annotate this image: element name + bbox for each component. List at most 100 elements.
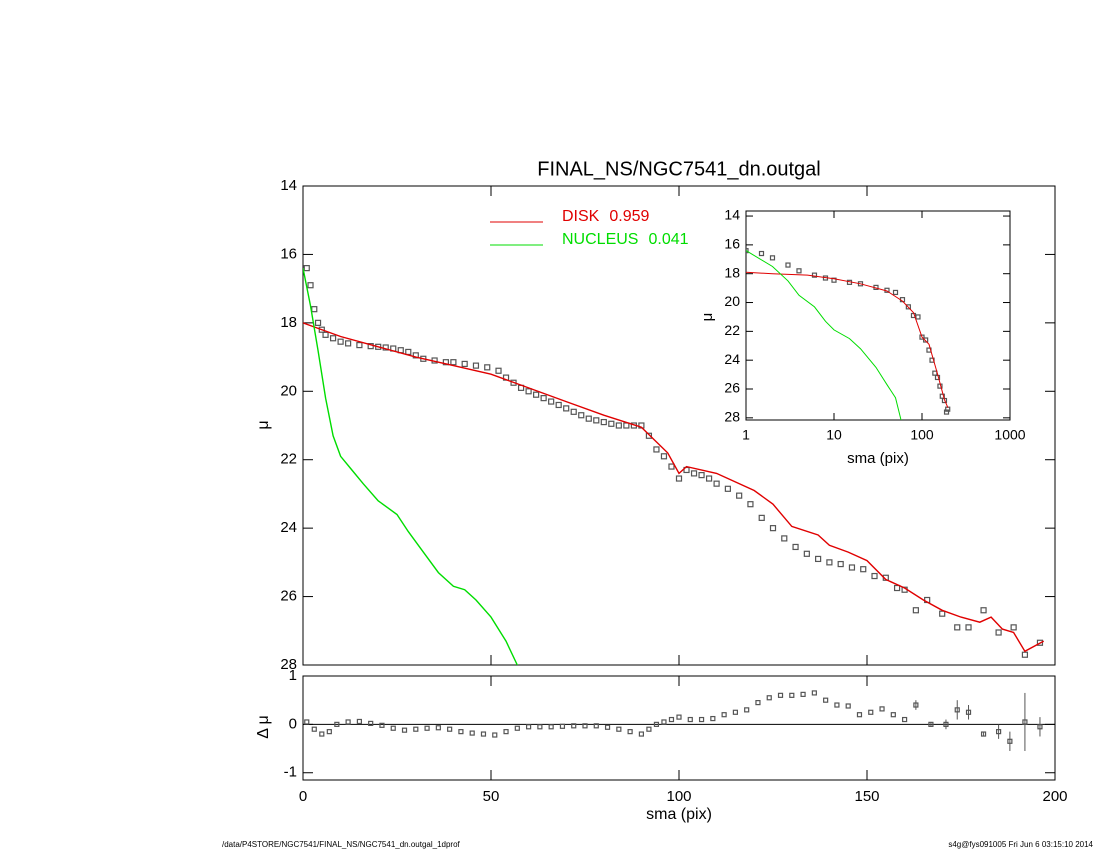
data-point xyxy=(645,432,653,439)
data-point xyxy=(593,417,600,424)
data-point xyxy=(447,726,453,732)
data-point xyxy=(698,472,705,479)
x-tick-label: 1 xyxy=(742,427,750,443)
data-point xyxy=(905,304,911,310)
y-tick-label: 26 xyxy=(724,380,740,396)
y-tick-label: 28 xyxy=(280,656,297,673)
data-point xyxy=(912,607,919,614)
data-point xyxy=(304,719,310,725)
data-point xyxy=(345,340,352,347)
data-point xyxy=(303,265,310,272)
data-point xyxy=(831,277,837,283)
data-point xyxy=(698,716,705,723)
y-tick-label: 18 xyxy=(724,264,740,280)
y-tick-label: 26 xyxy=(280,588,297,605)
data-point xyxy=(965,709,972,715)
data-point xyxy=(329,335,337,342)
data-point xyxy=(792,543,799,551)
data-point xyxy=(548,724,554,730)
data-point xyxy=(769,255,776,261)
data-point xyxy=(758,250,765,257)
data-point xyxy=(943,721,949,727)
y-tick-label: 0 xyxy=(289,715,297,732)
data-point xyxy=(555,401,562,409)
y-axis-label: μ xyxy=(255,420,272,429)
plot-area xyxy=(304,690,1043,751)
x-tick-label: 0 xyxy=(299,788,307,805)
data-point xyxy=(732,709,739,715)
y-tick-label: 22 xyxy=(280,451,297,468)
data-point xyxy=(326,729,332,735)
data-point xyxy=(687,716,693,723)
data-point xyxy=(803,550,810,557)
data-point xyxy=(548,398,555,405)
data-point xyxy=(746,248,749,254)
data-point xyxy=(755,700,761,706)
x-tick-label: 100 xyxy=(666,788,691,805)
data-point xyxy=(356,341,363,349)
data-point xyxy=(345,719,351,725)
y-tick-label: -1 xyxy=(284,764,297,781)
data-point xyxy=(585,415,592,422)
data-point xyxy=(856,712,863,718)
data-point xyxy=(796,268,802,274)
data-point xyxy=(1037,724,1043,730)
data-point xyxy=(480,731,487,737)
legend-label: DISK 0.959 xyxy=(562,208,649,225)
data-point xyxy=(965,624,972,631)
data-point xyxy=(424,725,430,731)
data-point xyxy=(311,726,317,732)
model-line xyxy=(746,250,902,420)
x-tick-label: 1000 xyxy=(994,427,1025,443)
data-point xyxy=(458,729,464,735)
legend-label: NUCLEUS 0.041 xyxy=(562,231,689,248)
data-point xyxy=(533,391,540,398)
plot-area xyxy=(303,265,1045,665)
data-point xyxy=(311,306,318,313)
data-point xyxy=(563,405,570,412)
data-point xyxy=(570,408,577,415)
y-tick-label: 1 xyxy=(289,667,297,684)
data-point xyxy=(811,690,817,696)
data-point xyxy=(758,514,765,521)
data-point xyxy=(314,319,322,326)
data-point xyxy=(676,714,682,720)
model-line xyxy=(303,322,1045,653)
data-point xyxy=(785,262,791,268)
x-axis-label: sma (pix) xyxy=(646,806,712,823)
x-tick-label: 200 xyxy=(1042,788,1067,805)
data-point xyxy=(675,475,683,482)
data-point xyxy=(334,721,340,727)
data-point xyxy=(604,724,611,730)
y-tick-label: 16 xyxy=(724,236,740,252)
data-point xyxy=(1021,651,1029,658)
data-point xyxy=(661,719,667,725)
data-point xyxy=(616,726,622,732)
y-tick-label: 24 xyxy=(280,519,297,536)
data-point xyxy=(980,731,987,737)
plot-frame xyxy=(302,185,1056,666)
data-point xyxy=(615,422,622,429)
data-point xyxy=(319,731,325,737)
data-point xyxy=(660,453,668,460)
y-tick-label: 16 xyxy=(280,245,297,262)
y-tick-label: 20 xyxy=(724,293,740,309)
data-point xyxy=(540,395,547,402)
data-point xyxy=(537,724,543,730)
legend-fraction: 0.041 xyxy=(648,231,688,248)
data-point xyxy=(690,470,698,477)
data-point xyxy=(469,730,475,736)
data-point xyxy=(800,691,806,697)
data-point xyxy=(781,535,788,542)
model-line xyxy=(746,271,949,408)
data-point xyxy=(777,692,784,698)
data-point xyxy=(307,282,314,289)
data-point xyxy=(653,721,660,727)
data-point xyxy=(379,722,385,728)
data-point xyxy=(890,712,896,718)
data-point xyxy=(668,716,675,723)
data-point xyxy=(503,729,509,735)
plot-frame xyxy=(745,210,1011,421)
data-point xyxy=(954,624,961,631)
